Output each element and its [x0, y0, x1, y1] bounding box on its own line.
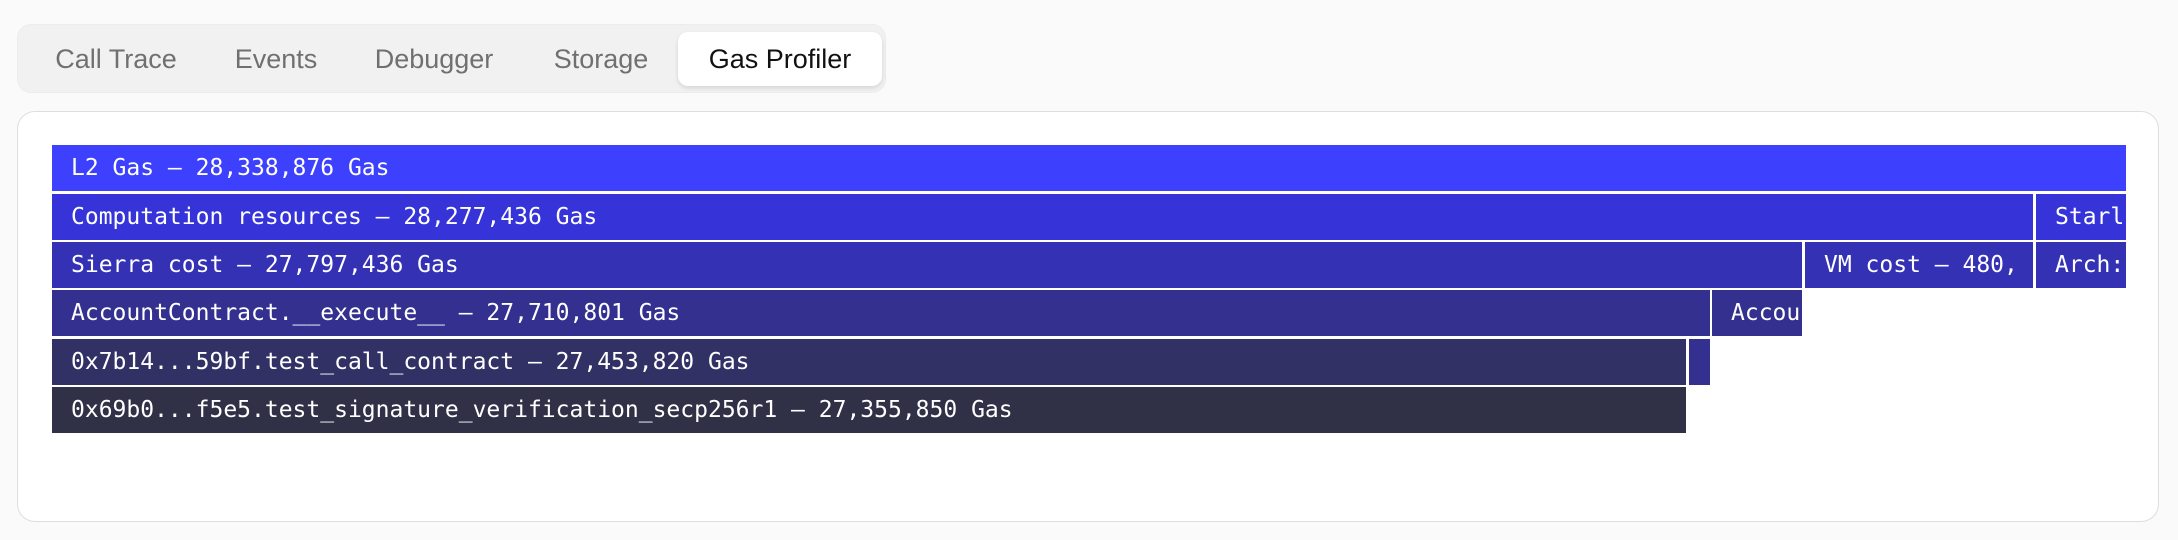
flame-block[interactable]: Computation resources — 28,277,436 Gas [52, 194, 2033, 240]
tab[interactable]: Call Trace [55, 44, 177, 74]
tab[interactable]: Events [234, 44, 318, 74]
flame-block[interactable]: Sierra cost — 27,797,436 Gas [52, 242, 1802, 288]
flame-block[interactable]: VM cost — 480, [1805, 242, 2033, 288]
flame-block[interactable]: Arch: [2036, 242, 2126, 288]
flame-block[interactable]: Starl [2036, 194, 2126, 240]
flame-graph-panel: L2 Gas — 28,338,876 Gas Computation reso… [17, 111, 2159, 522]
flame-block[interactable]: AccountContract.__execute__ — 27,710,801… [52, 290, 1710, 336]
flame-block[interactable]: L2 Gas — 28,338,876 Gas [52, 145, 2126, 191]
tab[interactable]: Debugger [374, 44, 494, 74]
flame-block[interactable]: 0x69b0...f5e5.test_signature_verificatio… [52, 387, 1686, 433]
tab[interactable]: Storage [553, 44, 649, 74]
flame-block[interactable]: Accou [1712, 290, 1802, 336]
tab-active[interactable]: Gas Profiler [678, 32, 882, 86]
tab-bar: Call Trace Events Debugger Storage Gas P… [17, 24, 886, 93]
flame-block[interactable]: 0x7b14...59bf.test_call_contract — 27,45… [52, 339, 1686, 385]
flame-block[interactable] [1689, 339, 1710, 385]
